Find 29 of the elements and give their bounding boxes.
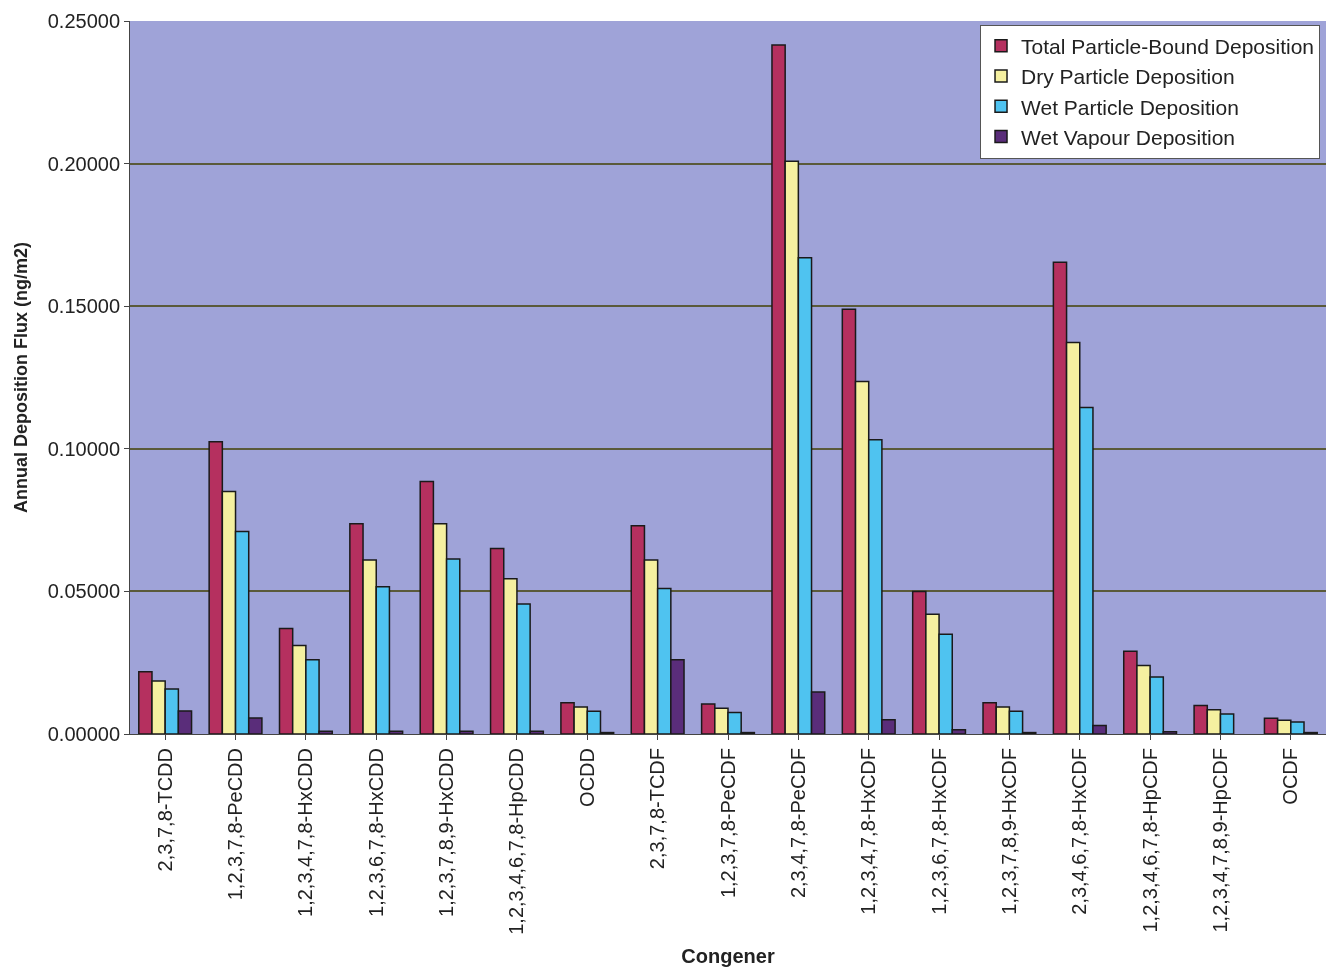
x-tick-label: 2,3,7,8-TCDF (646, 748, 669, 870)
legend-label: Total Particle-Bound Deposition (1021, 34, 1315, 58)
legend-label: Wet Vapour Deposition (1021, 125, 1236, 149)
x-tick-label: 1,2,3,6,7,8-HxCDF (927, 748, 950, 915)
x-tick-label: 2,3,4,7,8-PeCDF (786, 748, 809, 899)
x-tick-label: 1,2,3,7,8,9-HxCDD (435, 748, 458, 917)
x-tick-label: 2,3,7,8-TCDD (153, 748, 176, 872)
x-tick-label: 1,2,3,7,8-PeCDD (224, 748, 247, 901)
x-axis-title: Congener (681, 945, 775, 968)
x-tick-label: 1,2,3,4,6,7,8-HpCDD (505, 748, 528, 935)
x-tick-label: 1,2,3,4,7,8,9-HpCDF (1208, 748, 1231, 933)
x-tick-label: OCDD (575, 748, 598, 807)
x-tick-label: OCDF (1279, 748, 1302, 805)
x-tick-label: 1,2,3,7,8-PeCDF (716, 748, 739, 899)
y-tick-label: 0.00000 (47, 723, 120, 745)
x-tick-label: 1,2,3,4,6,7,8-HpCDF (1138, 748, 1161, 933)
x-tick-label: 1,2,3,4,7,8-HxCDF (857, 748, 880, 915)
y-tick-label: 0.05000 (47, 580, 120, 603)
y-tick-label: 0.25000 (47, 10, 120, 32)
x-tick-label: 2,3,4,6,7,8-HxCDF (1068, 748, 1091, 915)
legend-label: Dry Particle Deposition (1021, 65, 1235, 89)
x-tick-label: 1,2,3,4,7,8-HxCDD (294, 748, 317, 917)
legend-label: Wet Particle Deposition (1021, 95, 1239, 119)
y-tick-label: 0.20000 (47, 152, 120, 175)
x-tick-label: 1,2,3,7,8,9-HxCDF (997, 748, 1020, 915)
x-tick-label: 1,2,3,6,7,8-HxCDD (364, 748, 387, 917)
y-tick-label: 0.10000 (47, 437, 120, 460)
y-tick-label: 0.15000 (47, 295, 120, 318)
y-axis-title: Annual Deposition Flux (ng/m2) (10, 242, 31, 513)
